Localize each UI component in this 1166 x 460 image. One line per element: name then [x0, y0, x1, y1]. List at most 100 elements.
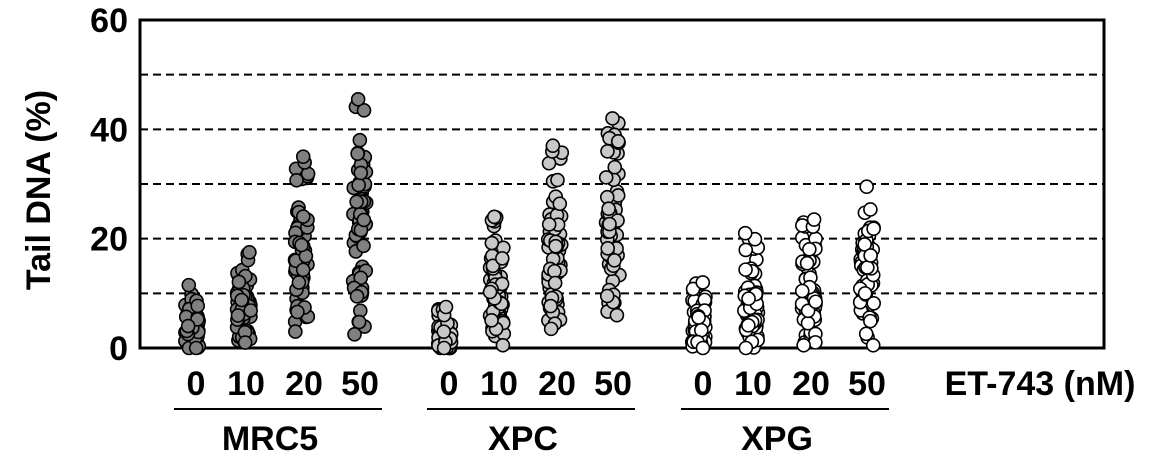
dose-tick-label: 10: [227, 365, 265, 403]
data-point: [356, 212, 372, 228]
y-tick-labels: 0 20 40 60: [90, 2, 128, 368]
data-point: [237, 335, 253, 350]
y-axis-label: Tail DNA (%): [20, 90, 58, 290]
data-point: [600, 241, 616, 256]
data-point: [485, 258, 501, 274]
dose-tick-label: 10: [480, 365, 518, 403]
data-point: [796, 337, 811, 353]
data-point: [190, 298, 206, 314]
data-point: [808, 335, 823, 350]
axes: [138, 18, 1106, 350]
data-point: [288, 324, 303, 339]
dose-tick-label: 50: [341, 365, 379, 403]
data-point: [356, 238, 371, 254]
data-point: [800, 315, 816, 331]
data-point: [295, 262, 311, 278]
data-point: [350, 91, 366, 107]
data-point: [543, 321, 559, 337]
dose-tick-label: 10: [734, 365, 772, 403]
y-tick-label: 20: [90, 221, 128, 259]
data-point: [609, 307, 625, 323]
data-point: [349, 289, 365, 304]
group-label: XPG: [741, 420, 813, 458]
data-point: [802, 242, 817, 257]
data-point: [865, 337, 881, 353]
data-point: [552, 196, 568, 212]
plot-frame: [138, 18, 1106, 350]
data-point: [347, 327, 362, 342]
data-point: [799, 255, 815, 271]
data-point: [181, 277, 197, 293]
data-point: [350, 146, 365, 161]
data-point: [863, 248, 878, 263]
data-point: [541, 155, 557, 171]
data-point: [541, 217, 557, 232]
data-point: [741, 318, 756, 333]
data-point: [543, 298, 558, 314]
dose-tick-label: 0: [440, 365, 459, 403]
data-point: [601, 201, 616, 217]
group-label: XPC: [488, 420, 558, 458]
data-point: [691, 310, 706, 325]
data-point: [738, 340, 754, 356]
data-point: [738, 242, 754, 258]
y-tick-label: 40: [90, 111, 128, 149]
data-point: [180, 318, 196, 334]
data-point: [289, 172, 304, 188]
data-point: [484, 313, 499, 328]
data-point: [351, 314, 367, 330]
data-point: [808, 294, 823, 310]
data-point: [294, 237, 309, 253]
data-points: [178, 91, 882, 356]
data-point: [356, 103, 372, 118]
data-point: [188, 340, 204, 356]
data-point: [605, 111, 620, 126]
data-point: [295, 149, 311, 164]
data-point: [858, 326, 874, 342]
data-point: [545, 138, 561, 154]
data-point: [487, 209, 502, 225]
data-point: [482, 284, 498, 300]
data-point: [353, 165, 369, 181]
y-tick-label: 60: [90, 2, 128, 40]
data-point: [548, 238, 563, 254]
data-point: [806, 212, 822, 227]
group-label: MRC5: [222, 420, 318, 458]
dose-tick-label: 50: [848, 365, 886, 403]
data-point: [484, 235, 500, 251]
data-point: [436, 340, 452, 356]
data-point: [438, 299, 454, 315]
x-tick-labels: 0 10 20 50 MRC5 0 10 20 50 XPC 0 10 20 50 XPG: [174, 365, 889, 458]
dose-tick-label: 20: [285, 365, 323, 403]
data-point: [352, 132, 368, 148]
dose-tick-label: 0: [187, 365, 206, 403]
data-point: [863, 313, 878, 329]
dose-tick-label: 20: [792, 365, 830, 403]
data-point: [599, 288, 615, 304]
data-point: [598, 170, 614, 185]
data-point: [602, 216, 617, 232]
data-point: [863, 202, 878, 217]
dose-tick-label: 20: [538, 365, 576, 403]
data-point: [234, 292, 249, 308]
data-point: [866, 221, 881, 236]
data-point: [291, 275, 307, 290]
data-point: [349, 194, 364, 210]
data-point: [243, 303, 258, 318]
data-point: [242, 245, 257, 260]
y-tick-label: 0: [109, 330, 128, 368]
data-point: [741, 291, 756, 306]
data-point: [436, 324, 452, 339]
data-point: [738, 262, 753, 277]
data-point: [600, 143, 615, 159]
data-point: [550, 172, 565, 188]
dose-tick-label: 50: [594, 365, 632, 403]
data-point: [695, 275, 711, 290]
x-axis-label: ET-743 (nM): [945, 365, 1136, 403]
data-point: [547, 275, 563, 291]
dose-tick-label: 0: [694, 365, 713, 403]
data-point: [295, 209, 311, 224]
data-point: [495, 337, 511, 353]
data-point: [860, 260, 875, 275]
